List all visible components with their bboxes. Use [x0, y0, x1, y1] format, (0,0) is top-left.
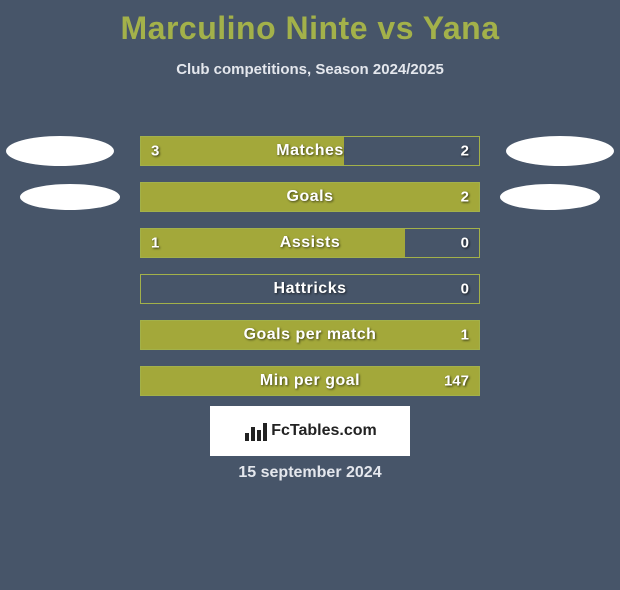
stat-row: Min per goal 147 — [0, 358, 620, 404]
stat-row: 3 Matches 2 — [0, 128, 620, 174]
stat-right-value: 2 — [461, 143, 469, 160]
date-label: 15 september 2024 — [0, 464, 620, 482]
stat-bar: 1 Assists 0 — [140, 228, 480, 258]
stat-row: Hattricks 0 — [0, 266, 620, 312]
stat-bar: Hattricks 0 — [140, 274, 480, 304]
stat-right-value: 0 — [461, 235, 469, 252]
stat-bar: Min per goal 147 — [140, 366, 480, 396]
stat-right-value: 147 — [444, 373, 469, 390]
brand-badge[interactable]: FcTables.com — [210, 406, 410, 456]
player-left-avatar — [20, 184, 120, 210]
stat-label: Goals — [287, 188, 334, 206]
stat-label: Hattricks — [274, 280, 347, 298]
subtitle: Club competitions, Season 2024/2025 — [0, 61, 620, 78]
page-title: Marculino Ninte vs Yana — [0, 10, 620, 47]
stat-row: Goals per match 1 — [0, 312, 620, 358]
player-right-avatar — [500, 184, 600, 210]
stat-bar-fill — [141, 229, 405, 257]
stat-right-value: 0 — [461, 281, 469, 298]
stat-right-value: 1 — [461, 327, 469, 344]
player-right-avatar — [506, 136, 614, 166]
stat-left-value: 3 — [151, 143, 159, 160]
stat-bar: Goals per match 1 — [140, 320, 480, 350]
stat-left-value: 1 — [151, 235, 159, 252]
stat-bar: Goals 2 — [140, 182, 480, 212]
stat-label: Assists — [280, 234, 340, 252]
brand-text: FcTables.com — [271, 422, 377, 440]
stat-label: Goals per match — [244, 326, 377, 344]
player-left-avatar — [6, 136, 114, 166]
stat-label: Min per goal — [260, 372, 360, 390]
stat-row: Goals 2 — [0, 174, 620, 220]
stat-right-value: 2 — [461, 189, 469, 206]
comparison-chart: 3 Matches 2 Goals 2 1 Assists 0 Hattrick… — [0, 128, 620, 404]
stat-bar: 3 Matches 2 — [140, 136, 480, 166]
stat-row: 1 Assists 0 — [0, 220, 620, 266]
stat-label: Matches — [276, 142, 344, 160]
brand-logo-icon — [243, 419, 267, 443]
